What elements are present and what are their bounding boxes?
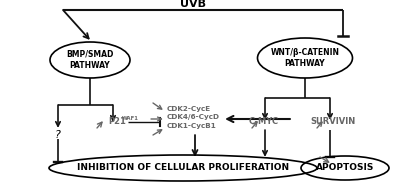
Text: WNT/β-CATENIN
PATHWAY: WNT/β-CATENIN PATHWAY: [271, 48, 340, 68]
Text: APOPTOSIS: APOPTOSIS: [316, 163, 374, 173]
Text: P21: P21: [108, 117, 126, 126]
Text: INHIBITION OF CELLULAR PROLIFERATION: INHIBITION OF CELLULAR PROLIFERATION: [77, 163, 289, 173]
Text: CDK2-CycE
CDK4/6-CycD
CDK1-CycB1: CDK2-CycE CDK4/6-CycD CDK1-CycB1: [167, 106, 220, 129]
Text: UVB: UVB: [180, 0, 206, 9]
Text: C-MYC: C-MYC: [249, 117, 279, 126]
Text: BMP/SMAD
PATHWAY: BMP/SMAD PATHWAY: [66, 50, 114, 70]
Text: SURVIVIN: SURVIVIN: [310, 117, 356, 126]
Text: ?: ?: [55, 130, 61, 140]
Text: WAF1: WAF1: [122, 117, 139, 122]
